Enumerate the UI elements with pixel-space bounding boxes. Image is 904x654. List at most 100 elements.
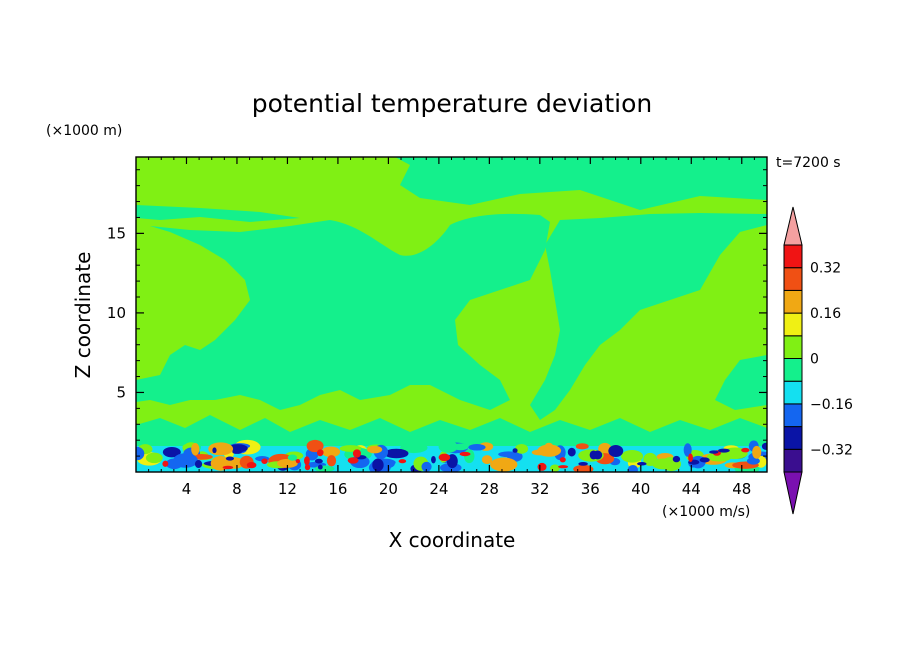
x-tick-label: 8: [232, 480, 242, 498]
x-tick-label: 16: [328, 480, 347, 498]
turbulence-core: [347, 457, 359, 464]
turbulence-core: [304, 464, 311, 471]
turbulence-core: [589, 450, 598, 460]
x-tick-label: 20: [379, 480, 398, 498]
turbulence-blob: [746, 457, 760, 465]
turbulence-core: [688, 453, 693, 463]
turbulence-blob: [498, 451, 519, 458]
turbulence-blob: [208, 442, 234, 456]
turbulence-core: [709, 450, 719, 454]
turbulence-blob: [761, 442, 767, 450]
colorbar-label: −0.16: [810, 397, 853, 413]
y-tick-label: 5: [116, 383, 126, 401]
contour-field: [136, 157, 767, 472]
colorbar-segment: [783, 426, 803, 450]
x-tick-label: 28: [480, 480, 499, 498]
turbulence-core: [741, 447, 750, 453]
turbulence-blob: [326, 455, 337, 467]
turbulence-core: [398, 459, 407, 464]
x-tick-label: 48: [732, 480, 751, 498]
turbulence-blob: [372, 458, 384, 472]
turbulence-core: [537, 462, 547, 471]
colorbar-label: 0.32: [810, 261, 841, 277]
colorbar-segment: [783, 244, 803, 269]
y-axis: 5 10 15: [107, 169, 767, 457]
turbulence-core: [578, 461, 588, 466]
turbulence-core: [718, 448, 730, 453]
turbulence-core: [567, 447, 576, 457]
turbulence-core: [222, 465, 234, 470]
contour-region: [136, 157, 767, 210]
x-tick-label: 44: [682, 480, 701, 498]
contour-region: [136, 213, 550, 410]
turbulence-blob: [277, 458, 298, 468]
turbulence-blob: [490, 457, 518, 472]
turbulence-core: [438, 453, 451, 462]
y-axis-label: Z coordinate: [71, 252, 95, 379]
turbulence-blob: [400, 442, 428, 454]
turbulence-core: [232, 450, 242, 454]
turbulence-blob: [173, 453, 198, 468]
y-tick-label: 15: [107, 224, 126, 242]
x-tick-label: 36: [581, 480, 600, 498]
turbulence-blob: [421, 461, 432, 472]
turbulence-core: [295, 459, 301, 464]
colorbar-segment: [783, 335, 803, 359]
turbulence-blob: [191, 442, 200, 456]
turbulence-blob: [573, 464, 594, 472]
x-tick-label: 12: [278, 480, 297, 498]
x-axis: 4 8 12 16 20 24 28 32 36 40 44 48: [148, 157, 755, 498]
turbulence-core: [162, 460, 169, 467]
colorbar-under-triangle: [783, 471, 803, 515]
turbulence-blob: [627, 464, 639, 472]
turbulence-blob: [481, 455, 493, 465]
turbulence-blob: [652, 458, 674, 470]
colorbar-segment: [783, 448, 803, 473]
contour-region: [530, 213, 767, 420]
turbulence-core: [352, 449, 362, 458]
turbulence-core: [431, 455, 436, 464]
turbulence-blob: [537, 444, 562, 457]
turbulence-core: [194, 460, 203, 468]
turbulence-blob: [314, 465, 335, 472]
turbulence-blob: [162, 446, 181, 458]
turbulence-blob: [550, 464, 560, 472]
chart-title: potential temperature deviation: [252, 89, 652, 118]
turbulence-core: [317, 464, 323, 470]
colorbar-label: 0: [810, 352, 819, 368]
colorbar: 0.32 0.16 0 −0.16 −0.32: [783, 206, 853, 515]
turbulence-blob: [287, 454, 298, 461]
colorbar-segment: [783, 267, 803, 291]
turbulence-core: [395, 449, 406, 455]
turbulence-core: [637, 461, 647, 466]
turbulence-core: [558, 465, 569, 469]
turbulence-core: [559, 457, 566, 463]
contour-region: [715, 355, 767, 410]
turbulence-blob: [367, 445, 383, 454]
turbulence-blob: [608, 444, 624, 458]
turbulence-blob: [575, 443, 589, 450]
turbulence-core: [699, 457, 710, 463]
contour-region: [136, 415, 767, 446]
turbulence-core: [304, 456, 310, 465]
turbulence-core: [261, 458, 268, 464]
turbulence-blob: [683, 443, 692, 457]
turbulence-core: [225, 456, 234, 461]
colorbar-label: −0.32: [810, 442, 853, 458]
turbulence-core: [672, 455, 681, 463]
x-tick-label: 32: [530, 480, 549, 498]
x-tick-label: 40: [631, 480, 650, 498]
turbulence-core: [314, 458, 323, 464]
turbulence-blob: [321, 446, 341, 458]
y-unit-label: (×1000 m): [46, 123, 122, 139]
turbulence-core: [512, 448, 518, 453]
x-tick-label: 24: [429, 480, 448, 498]
colorbar-segment: [783, 403, 803, 428]
colorbar-over-triangle: [783, 206, 803, 246]
x-axis-label: X coordinate: [389, 528, 516, 552]
turbulence-core: [246, 462, 257, 469]
x-unit-label: (×1000 m/s): [662, 504, 750, 520]
colorbar-segment: [783, 358, 803, 382]
turbulence-core: [459, 451, 471, 457]
